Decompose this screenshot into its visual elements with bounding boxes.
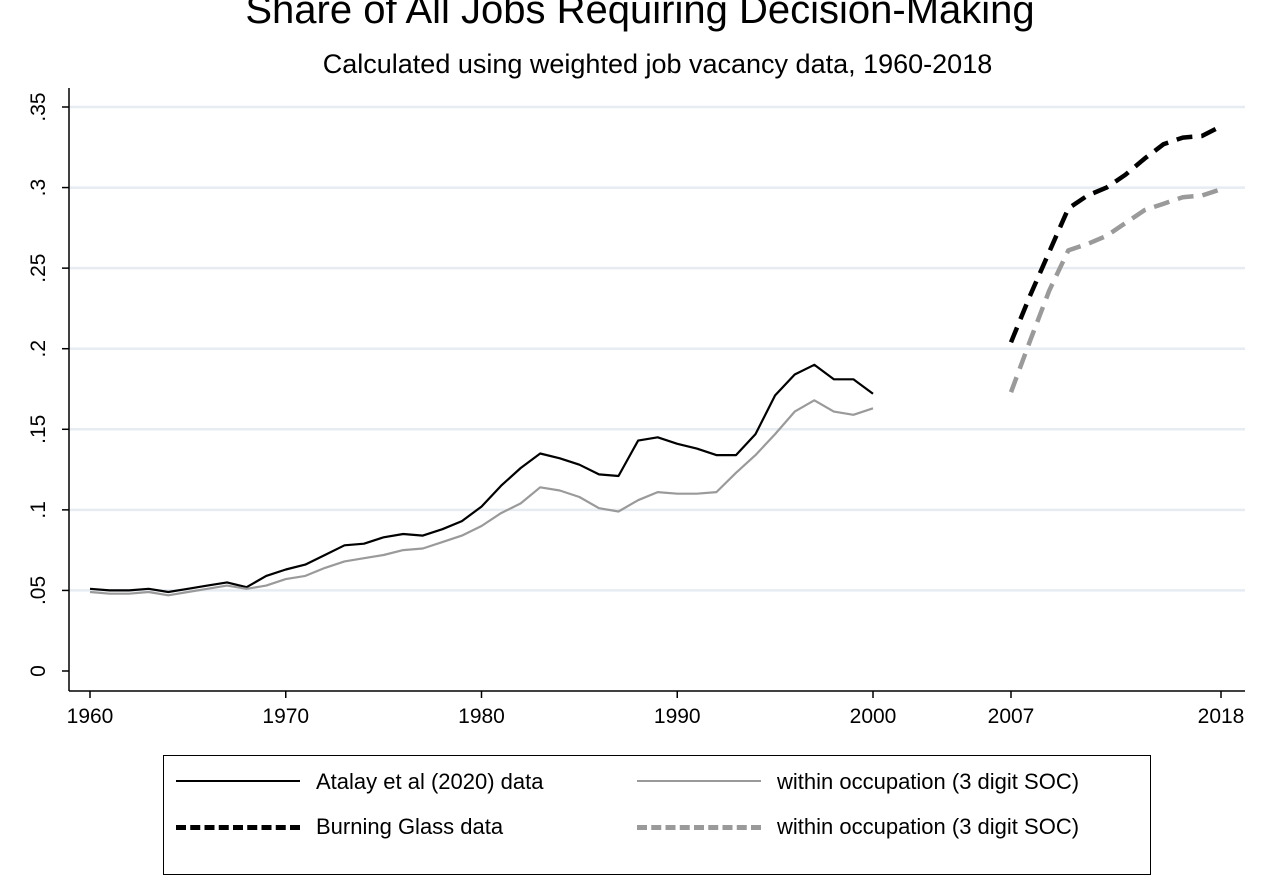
legend-label: Burning Glass data — [316, 814, 504, 839]
x-tick-label: 1960 — [67, 705, 114, 728]
legend-label: Atalay et al (2020) data — [316, 769, 544, 794]
legend-item-within-occupation-dashed: within occupation (3 digit SOC) — [634, 812, 1144, 842]
y-tick-label: .2 — [27, 340, 50, 358]
y-tick-label: 0 — [27, 665, 50, 677]
y-tick-label: .25 — [27, 254, 50, 283]
axes: 0 .05 .1 .15 .2 .25 .3 .35 1960 1970 1980 1990 2000 2… — [27, 88, 1245, 728]
legend-label: within occupation (3 digit SOC) — [777, 769, 1080, 794]
legend-label: within occupation (3 digit SOC) — [777, 814, 1080, 839]
y-tick-label: .35 — [27, 92, 50, 121]
chart-title: Share of All Jobs Requiring Decision-Mak… — [245, 0, 1035, 32]
x-tick-label: 1970 — [262, 705, 309, 728]
y-tick-label: .1 — [27, 501, 50, 519]
series-lines — [89, 124, 1223, 597]
line-chart: 0 .05 .1 .15 .2 .25 .3 .35 1960 1970 1980 1990 2000 2… — [27, 88, 1245, 728]
series-line-2 — [89, 399, 874, 597]
chart-subtitle: Calculated using weighted job vacancy da… — [322, 49, 993, 79]
grid-lines — [69, 105, 1245, 592]
legend-swatch-solid-black — [176, 780, 300, 782]
y-tick-label: .15 — [27, 415, 50, 444]
x-tick-label: 2000 — [850, 705, 897, 728]
y-tick-label: .05 — [27, 576, 50, 605]
legend: Atalay et al (2020) data within occupati… — [163, 755, 1151, 875]
legend-item-within-occupation-solid: within occupation (3 digit SOC) — [634, 767, 1144, 797]
legend-swatch-dashed-gray — [637, 825, 761, 830]
series-line-1 — [89, 363, 874, 594]
series-line-4 — [1008, 187, 1222, 393]
y-tick-label: .3 — [27, 179, 50, 197]
legend-item-atalay: Atalay et al (2020) data — [164, 767, 644, 797]
x-tick-label: 2007 — [988, 705, 1035, 728]
x-tick-label: 2018 — [1198, 705, 1245, 728]
x-tick-label: 1980 — [458, 705, 505, 728]
x-tick-label: 1990 — [654, 705, 701, 728]
legend-swatch-solid-gray — [637, 780, 761, 782]
legend-item-burning-glass: Burning Glass data — [164, 812, 644, 842]
series-line-3 — [1008, 124, 1223, 344]
legend-swatch-dashed-black — [176, 825, 300, 830]
